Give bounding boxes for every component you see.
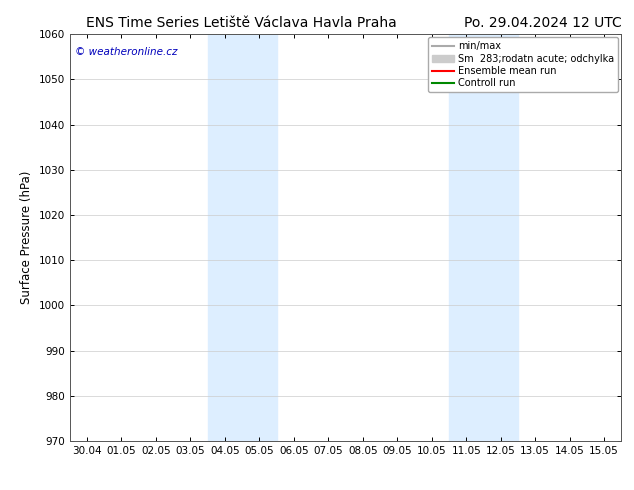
Y-axis label: Surface Pressure (hPa): Surface Pressure (hPa)	[20, 171, 33, 304]
Text: ENS Time Series Letiště Václava Havla Praha: ENS Time Series Letiště Václava Havla Pr…	[86, 16, 396, 30]
Text: © weatheronline.cz: © weatheronline.cz	[75, 47, 178, 56]
Bar	[449, 34, 518, 441]
Text: Po. 29.04.2024 12 UTC: Po. 29.04.2024 12 UTC	[463, 16, 621, 30]
Legend: min/max, Sm  283;rodatn acute; odchylka, Ensemble mean run, Controll run: min/max, Sm 283;rodatn acute; odchylka, …	[428, 37, 618, 92]
Bar	[207, 34, 276, 441]
